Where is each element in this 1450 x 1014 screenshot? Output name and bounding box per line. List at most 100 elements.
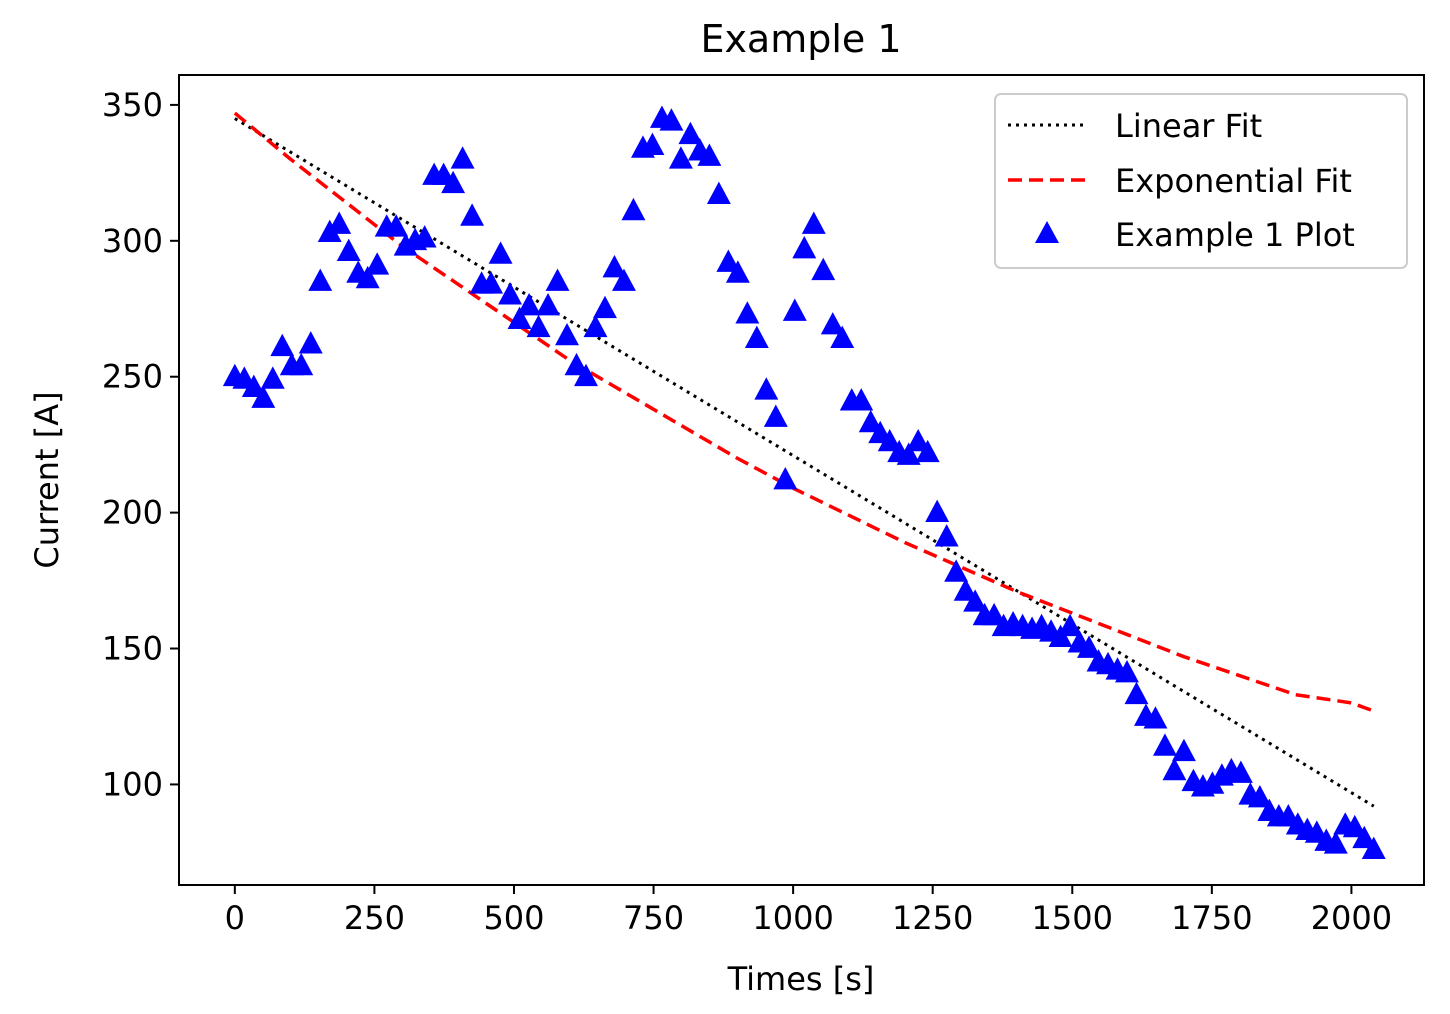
axes-frame (178, 74, 1425, 886)
x-axis: 0 250 500 750 1000 1250 1500 1750 2000 (225, 885, 1392, 937)
data-point (697, 143, 722, 166)
x-tick-label: 500 (483, 899, 544, 937)
data-point (555, 322, 579, 346)
data-point (744, 325, 769, 349)
data-point (830, 325, 855, 349)
data-point (820, 312, 845, 335)
x-tick-label: 1250 (892, 899, 973, 937)
data-point (1077, 635, 1101, 658)
data-point (1162, 757, 1187, 781)
data-point (934, 524, 959, 547)
data-point (944, 559, 969, 582)
data-point (640, 132, 665, 156)
data-point (260, 366, 285, 389)
data-point (668, 146, 693, 169)
data-point (526, 314, 551, 338)
data-point (564, 352, 589, 376)
data-point (925, 499, 950, 522)
data-point (365, 252, 390, 275)
x-tick-label: 250 (344, 899, 405, 937)
data-point (336, 238, 361, 262)
data-point (602, 254, 627, 278)
data-point (1115, 659, 1139, 683)
y-tick-label: 100 (102, 765, 163, 803)
data-point (479, 271, 504, 294)
linear-fit-line (234, 117, 1375, 808)
data-point (725, 260, 750, 283)
x-axis-title: Times [s] (727, 960, 875, 998)
x-tick-label: 1500 (1032, 899, 1113, 937)
data-point (298, 331, 323, 354)
data-point (384, 214, 409, 237)
data-point (441, 170, 466, 194)
y-tick-label: 250 (102, 358, 163, 396)
data-point (963, 589, 988, 612)
data-point (517, 293, 542, 316)
data-point (953, 578, 978, 601)
data-point (801, 211, 826, 234)
data-point (460, 203, 485, 226)
data-point (1361, 836, 1386, 860)
legend-box (994, 93, 1408, 269)
legend-swatch-example-1-plot (1035, 221, 1059, 243)
x-tick-label: 1750 (1171, 899, 1252, 937)
data-point (355, 265, 380, 289)
y-tick-label: 150 (102, 630, 163, 668)
y-tick-label: 350 (102, 86, 163, 124)
data-point (735, 301, 760, 324)
data-point (574, 363, 598, 387)
data-point (906, 428, 931, 452)
data-point (289, 352, 314, 376)
data-point (858, 409, 883, 433)
data-point (536, 293, 560, 316)
data-point (1152, 733, 1177, 756)
data-point (915, 439, 940, 463)
data-point (1352, 825, 1377, 849)
x-tick-label: 1000 (752, 899, 833, 937)
data-point (716, 249, 741, 272)
data-point (678, 121, 703, 145)
example-1-plot-points (222, 105, 1386, 860)
data-point (488, 241, 513, 264)
legend-label-linear-fit: Linear Fit (1115, 107, 1262, 145)
data-point (270, 333, 295, 357)
y-axis: 100 150 200 250 300 350 (102, 86, 179, 803)
data-point (1323, 831, 1348, 854)
data-point (1124, 681, 1149, 705)
data-point (773, 467, 798, 490)
data-point (612, 268, 636, 291)
plot-area (222, 105, 1386, 860)
data-point (706, 181, 731, 204)
data-point (308, 268, 333, 291)
data-point (982, 602, 1007, 626)
data-point (251, 385, 276, 408)
y-tick-label: 200 (102, 494, 163, 532)
data-point (811, 257, 836, 281)
legend-label-example-1-plot: Example 1 Plot (1115, 216, 1355, 254)
data-point (583, 314, 608, 338)
data-point (593, 295, 617, 319)
data-point (450, 146, 475, 169)
data-point (241, 374, 266, 397)
data-point (792, 235, 817, 259)
data-point (877, 428, 902, 452)
data-point (1058, 613, 1083, 637)
y-tick-label: 300 (102, 222, 163, 260)
legend-label-exponential-fit: Exponential Fit (1115, 162, 1352, 200)
data-point (896, 442, 921, 465)
data-point (659, 108, 684, 131)
data-point (1228, 760, 1253, 783)
exponential-fit-line (233, 111, 1375, 713)
data-point (498, 282, 523, 305)
x-tick-label: 750 (623, 899, 684, 937)
x-tick-label: 0 (225, 899, 245, 937)
data-point (545, 268, 570, 291)
data-point (782, 298, 807, 321)
data-point (763, 404, 788, 427)
data-point (1247, 785, 1272, 808)
data-point (1342, 814, 1367, 838)
data-point (1171, 738, 1196, 762)
data-point (1143, 706, 1168, 729)
data-point (849, 388, 874, 411)
